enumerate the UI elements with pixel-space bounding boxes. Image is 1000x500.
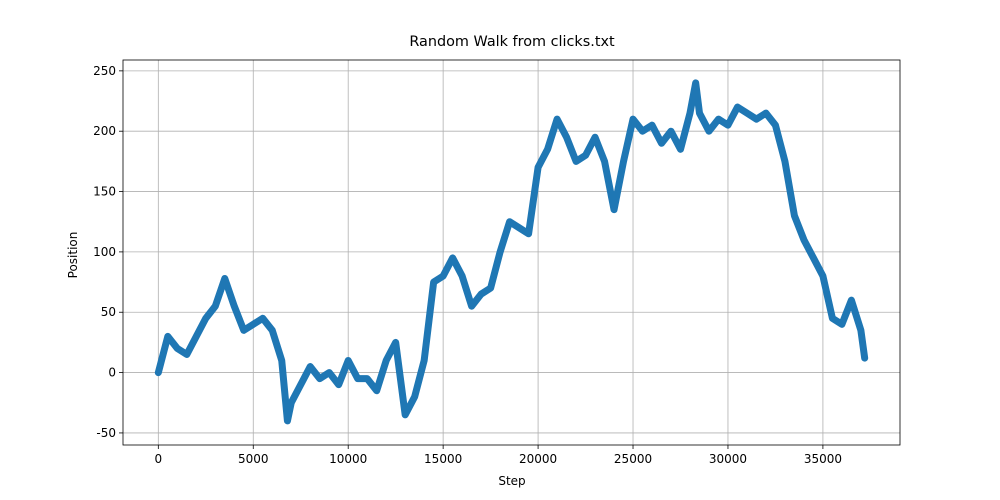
chart-title: Random Walk from clicks.txt xyxy=(409,34,615,50)
x-tick-label: 35000 xyxy=(804,452,842,466)
y-tick-label: 150 xyxy=(93,185,116,199)
x-tick-label: 25000 xyxy=(614,452,652,466)
y-tick-label: 0 xyxy=(108,366,116,380)
y-axis-label: Position xyxy=(66,232,80,279)
y-tick-label: 100 xyxy=(93,245,116,259)
plot-frame xyxy=(122,59,901,446)
y-tick-label: 250 xyxy=(93,64,116,78)
x-tick-label: 5000 xyxy=(238,452,269,466)
x-tick-label: 15000 xyxy=(424,452,462,466)
x-tick-label: 10000 xyxy=(329,452,367,466)
x-axis-label: Step xyxy=(498,474,525,488)
x-tick-label: 20000 xyxy=(519,452,557,466)
y-tick-label: 200 xyxy=(93,124,116,138)
x-tick-label: 30000 xyxy=(709,452,747,466)
data-line xyxy=(154,79,869,425)
y-tick-label: -50 xyxy=(96,426,116,440)
x-tick-label: 0 xyxy=(154,452,162,466)
y-tick-label: 50 xyxy=(101,305,116,319)
